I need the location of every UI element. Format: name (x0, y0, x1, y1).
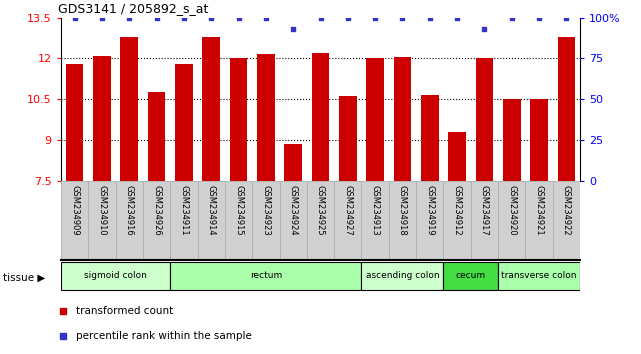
Bar (93, 56, 111, 181)
Text: GDS3141 / 205892_s_at: GDS3141 / 205892_s_at (58, 2, 209, 15)
Bar (362, 181, 389, 260)
Bar (526, 181, 553, 260)
Bar (476, 58, 494, 181)
Bar (389, 181, 416, 260)
Bar (61, 262, 171, 290)
Bar (88, 181, 115, 260)
Bar (229, 58, 247, 181)
Bar (147, 92, 165, 181)
Bar (558, 37, 576, 181)
Bar (61, 181, 88, 260)
Text: cecum: cecum (456, 271, 486, 280)
Bar (307, 181, 334, 260)
Text: rectum: rectum (250, 271, 282, 280)
Bar (257, 54, 275, 181)
Bar (312, 53, 329, 181)
Bar (334, 181, 362, 260)
Bar (366, 58, 384, 181)
Bar (530, 99, 548, 181)
Bar (171, 262, 362, 290)
Text: GSM234910: GSM234910 (97, 184, 106, 235)
Bar (197, 181, 225, 260)
Bar (498, 181, 526, 260)
Text: transverse colon: transverse colon (501, 271, 577, 280)
Bar (171, 181, 197, 260)
Text: GSM234917: GSM234917 (480, 184, 489, 235)
Text: percentile rank within the sample: percentile rank within the sample (76, 331, 253, 341)
Bar (203, 37, 220, 181)
Text: GSM234911: GSM234911 (179, 184, 188, 235)
Text: GSM234921: GSM234921 (535, 184, 544, 235)
Text: GSM234925: GSM234925 (316, 184, 325, 235)
Bar (225, 181, 252, 260)
Bar (421, 95, 438, 181)
Bar (444, 181, 470, 260)
Bar (65, 64, 83, 181)
Bar (470, 181, 498, 260)
Bar (394, 57, 412, 181)
Text: GSM234919: GSM234919 (426, 184, 435, 235)
Text: GSM234924: GSM234924 (288, 184, 297, 235)
Bar (498, 262, 580, 290)
Text: ascending colon: ascending colon (365, 271, 439, 280)
Bar (121, 37, 138, 181)
Text: tissue ▶: tissue ▶ (3, 273, 46, 283)
Bar (416, 181, 444, 260)
Text: transformed count: transformed count (76, 306, 174, 316)
Text: GSM234927: GSM234927 (344, 184, 353, 235)
Bar (279, 181, 307, 260)
Bar (175, 64, 193, 181)
Text: GSM234920: GSM234920 (507, 184, 516, 235)
Bar (339, 96, 356, 181)
Text: sigmoid colon: sigmoid colon (84, 271, 147, 280)
Text: GSM234913: GSM234913 (370, 184, 379, 235)
Text: GSM234912: GSM234912 (453, 184, 462, 235)
Bar (362, 262, 444, 290)
Text: GSM234909: GSM234909 (70, 184, 79, 235)
Text: GSM234914: GSM234914 (206, 184, 215, 235)
Bar (285, 144, 302, 181)
Bar (444, 262, 498, 290)
Text: GSM234915: GSM234915 (234, 184, 243, 235)
Bar (553, 181, 580, 260)
Bar (115, 181, 143, 260)
Bar (503, 99, 520, 181)
Text: GSM234923: GSM234923 (262, 184, 271, 235)
Bar (448, 132, 466, 181)
Text: GSM234926: GSM234926 (152, 184, 161, 235)
Text: GSM234916: GSM234916 (125, 184, 134, 235)
Text: GSM234918: GSM234918 (398, 184, 407, 235)
Bar (252, 181, 279, 260)
Text: GSM234922: GSM234922 (562, 184, 571, 235)
Bar (143, 181, 171, 260)
